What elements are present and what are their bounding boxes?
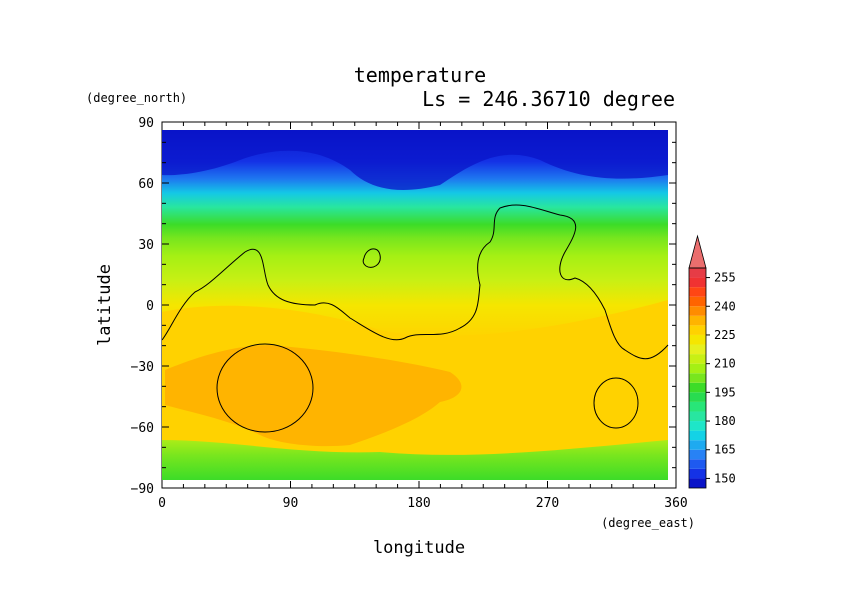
x-tick-label: 90 (283, 496, 299, 511)
y-units: (degree_north) (86, 91, 187, 105)
x-tick-label: 360 (664, 496, 687, 511)
colorbar-swatch (689, 287, 706, 297)
colorbar-label: 240 (714, 299, 736, 313)
colorbar-swatch (689, 382, 706, 393)
colorbar-swatch (689, 268, 706, 278)
colorbar-swatch (689, 392, 706, 402)
chart-title: temperature (354, 63, 486, 87)
north-cold-bulge (162, 130, 668, 190)
colorbar-swatch (689, 478, 706, 488)
contour-island (362, 248, 381, 268)
y-tick-label: −90 (131, 482, 154, 497)
x-tick-label: 180 (407, 496, 430, 511)
colorbar-label: 225 (714, 328, 736, 342)
colorbar-label: 210 (714, 357, 736, 371)
x-units: (degree_east) (601, 516, 695, 530)
colorbar-swatch (689, 325, 706, 335)
y-tick-label: −30 (131, 360, 154, 375)
y-tick-label: −60 (131, 421, 154, 436)
colorbar-swatch (689, 468, 706, 479)
colorbar: 150 165 180 195 210 225 240 255 (688, 234, 736, 489)
temperature-field (162, 130, 668, 480)
colorbar-swatch (689, 296, 706, 307)
colorbar-swatch (689, 334, 706, 345)
contour-lines (161, 204, 669, 433)
warmest-region (165, 345, 462, 447)
y-tick-label: 30 (138, 238, 154, 253)
colorbar-swatch (689, 354, 706, 364)
colorbar-swatch (689, 430, 706, 441)
colorbar-label: 165 (714, 443, 736, 457)
y-axis-label: latitude (95, 264, 115, 346)
chart-subtitle: Ls = 246.36710 degree (422, 87, 675, 111)
y-tick-label: 60 (138, 177, 154, 192)
x-axis-label: longitude (373, 538, 465, 558)
contour-main (161, 204, 669, 360)
colorbar-label: 150 (714, 471, 736, 485)
contour-small-ring (593, 377, 639, 429)
colorbar-swatch (689, 344, 706, 355)
colorbar-swatch (689, 459, 706, 469)
colorbar-swatch (689, 401, 706, 412)
colorbar-swatch (689, 277, 706, 288)
y-tick-label: 0 (146, 299, 154, 314)
colorbar-label: 195 (714, 385, 736, 399)
colorbar-swatch (689, 440, 706, 450)
colorbar-swatch (689, 449, 706, 460)
colorbar-swatch (689, 373, 706, 383)
colorbar-swatch (689, 421, 706, 431)
colorbar-label: 180 (714, 414, 736, 428)
colorbar-swatch (689, 363, 706, 374)
colorbar-label: 255 (714, 271, 736, 285)
contour-warm-core (216, 343, 314, 433)
colorbar-frame (688, 267, 707, 489)
colorbar-swatch (689, 315, 706, 326)
y-tick-label: 90 (138, 116, 154, 131)
axis-ticks: 0 90 180 270 360 90 60 30 0 −30 −60 −90 (131, 116, 688, 511)
colorbar-extend-triangle (688, 234, 707, 269)
colorbar-swatch (689, 411, 706, 422)
x-tick-label: 270 (536, 496, 559, 511)
colorbar-swatch (689, 306, 706, 316)
x-tick-label: 0 (158, 496, 166, 511)
